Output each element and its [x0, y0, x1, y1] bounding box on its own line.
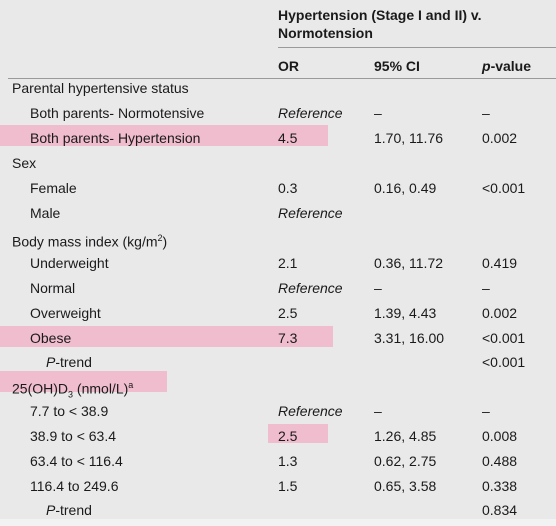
cell-p: 0.488 [482, 453, 518, 469]
table-row: 7.7 to < 38.9 Reference – – [0, 399, 556, 424]
table-row: Sex [0, 151, 556, 176]
highlight-25ohd3 [0, 371, 167, 392]
row-label: Both parents- Normotensive [30, 105, 205, 121]
cell-or: Reference [278, 403, 343, 419]
row-label-italic: P [46, 354, 56, 370]
divider-top [278, 47, 556, 48]
divider-header [8, 78, 556, 79]
cell-ci: – [374, 403, 382, 419]
cell-ci: 1.70, 11.76 [374, 130, 444, 146]
cell-p: <0.001 [482, 180, 526, 196]
cell-p: 0.419 [482, 255, 518, 271]
cell-or: 4.5 [278, 130, 298, 146]
row-label-main: Body mass index (kg/m [12, 233, 158, 250]
table-row: Underweight 2.1 0.36, 11.72 0.419 [0, 251, 556, 276]
row-label-rest: -trend [55, 354, 92, 370]
cell-or: 2.5 [278, 305, 298, 321]
column-header-p-italic: p [482, 58, 491, 74]
table-row: Normal Reference – – [0, 276, 556, 301]
row-label: Parental hypertensive status [12, 80, 189, 96]
row-label: 7.7 to < 38.9 [30, 403, 109, 419]
row-label: Overweight [30, 305, 101, 321]
cell-or: 1.5 [278, 478, 298, 494]
cell-p: <0.001 [482, 330, 526, 346]
cell-ci: 0.16, 0.49 [374, 180, 437, 196]
table-row: Both parents- Hypertension 4.5 1.70, 11.… [0, 126, 556, 151]
cell-p: 0.338 [482, 478, 518, 494]
column-header-p-value: p-value [482, 58, 531, 74]
table-row: Parental hypertensive status [0, 76, 556, 101]
row-label: 38.9 to < 63.4 [30, 428, 117, 444]
table-row: Overweight 2.5 1.39, 4.43 0.002 [0, 301, 556, 326]
row-label: 63.4 to < 116.4 [30, 453, 123, 469]
cell-p: – [482, 280, 490, 296]
cell-p: 0.002 [482, 130, 518, 146]
row-label-sub: 3 [68, 389, 74, 400]
column-header-or: OR [278, 58, 299, 74]
row-label-main: 25(OH)D [12, 380, 69, 397]
row-label: P-trend [46, 354, 92, 371]
table-row: Obese 7.3 3.31, 16.00 <0.001 [0, 326, 556, 351]
row-label: P-trend [46, 502, 92, 519]
column-header-ci: 95% CI [374, 58, 420, 74]
cell-or: Reference [278, 280, 343, 296]
row-label-sup: 2 [157, 233, 163, 243]
cell-ci: 1.26, 4.85 [374, 428, 437, 444]
row-label: Both parents- Hypertension [30, 130, 201, 146]
row-label-end: ) [162, 233, 168, 250]
row-label-italic: P [46, 502, 56, 518]
row-label: Normal [30, 280, 76, 296]
cell-or: Reference [278, 105, 343, 121]
table-header-group: Hypertension (Stage I and II) v. Normote… [278, 7, 482, 41]
row-label: 116.4 to 249.6 [30, 478, 119, 494]
row-label: Body mass index (kg/m2) [12, 230, 167, 251]
table-row: Body mass index (kg/m2) [0, 226, 556, 251]
cell-or: 2.1 [278, 255, 298, 271]
highlight-38-9-or [268, 424, 328, 443]
row-label: Female [30, 180, 77, 196]
table-row: Female 0.3 0.16, 0.49 <0.001 [0, 176, 556, 201]
cell-ci: 3.31, 16.00 [374, 330, 445, 346]
cell-or: 2.5 [278, 428, 298, 444]
row-label-sup: a [128, 380, 134, 390]
table-row: P-trend <0.001 [0, 350, 556, 375]
cell-ci: 0.36, 11.72 [374, 255, 444, 271]
cell-or: Reference [278, 205, 343, 221]
cell-p: – [482, 105, 490, 121]
row-label: 25(OH)D3 (nmol/L)a [12, 377, 133, 403]
row-label-mid: (nmol/L) [73, 380, 129, 397]
row-label: Sex [12, 155, 37, 171]
highlight-obese [0, 326, 333, 347]
row-label: Obese [30, 330, 72, 346]
cell-p: <0.001 [482, 354, 526, 370]
table-row: P-trend 0.834 [0, 498, 556, 523]
table-row: 116.4 to 249.6 1.5 0.65, 3.58 0.338 [0, 474, 556, 499]
cell-ci: 0.62, 2.75 [374, 453, 437, 469]
row-label-rest: -trend [55, 502, 92, 518]
cell-ci: – [374, 105, 382, 121]
cell-p: 0.002 [482, 305, 518, 321]
cell-ci: 0.65, 3.58 [374, 478, 437, 494]
cell-or: 7.3 [278, 330, 298, 346]
cell-p: 0.834 [482, 502, 518, 518]
row-label: Underweight [30, 255, 109, 271]
table-row: 25(OH)D3 (nmol/L)a [0, 373, 556, 399]
cell-or: 0.3 [278, 180, 298, 196]
cell-or: 1.3 [278, 453, 298, 469]
cell-p: – [482, 403, 490, 419]
column-header-p-rest: -value [490, 58, 532, 74]
row-label: Male [30, 205, 61, 221]
cell-p: 0.008 [482, 428, 518, 444]
table-row: 63.4 to < 116.4 1.3 0.62, 2.75 0.488 [0, 449, 556, 474]
cell-ci: 1.39, 4.43 [374, 305, 437, 321]
table-row: Both parents- Normotensive Reference – – [0, 101, 556, 126]
cell-ci: – [374, 280, 382, 296]
table-row: 38.9 to < 63.4 2.5 1.26, 4.85 0.008 [0, 424, 556, 449]
bottom-edge [0, 519, 556, 526]
highlight-both-parents-hypertension [0, 125, 328, 146]
table-row: Male Reference [0, 201, 556, 226]
